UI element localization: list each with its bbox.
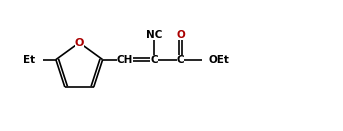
Text: C: C [177, 55, 184, 65]
Text: NC: NC [146, 30, 162, 40]
Text: O: O [176, 30, 185, 40]
Text: Et: Et [23, 55, 35, 65]
Text: CH: CH [117, 55, 133, 65]
Text: C: C [150, 55, 158, 65]
Text: OEt: OEt [209, 55, 229, 65]
Text: O: O [74, 38, 84, 48]
